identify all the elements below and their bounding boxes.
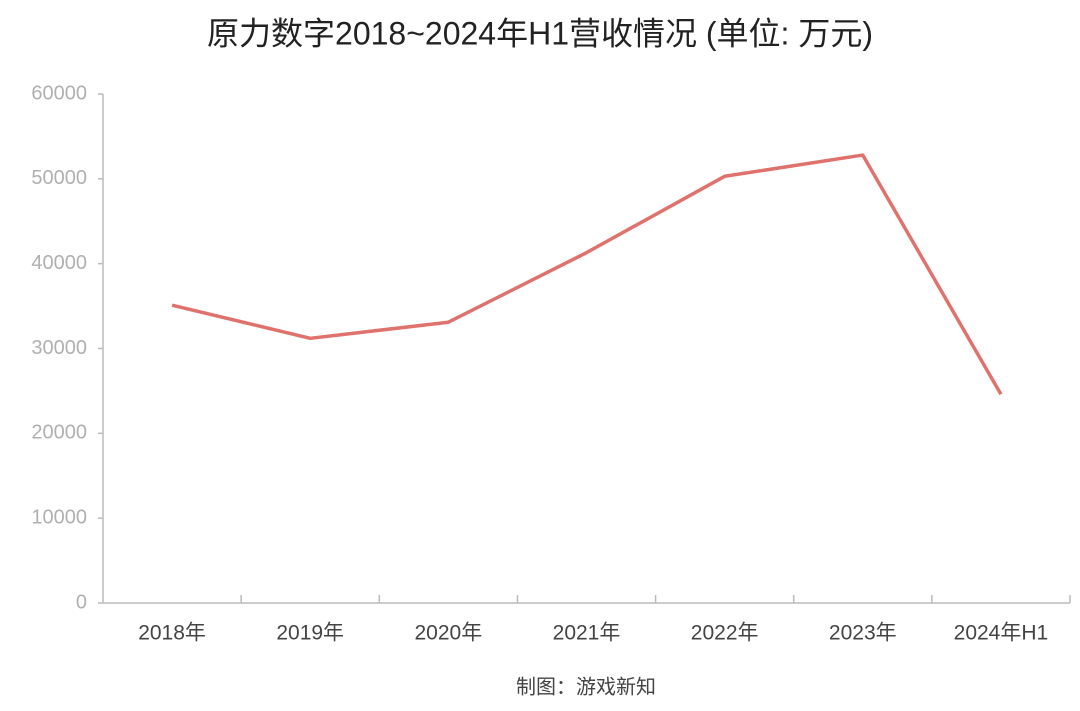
x-tick-label: 2021年 — [553, 622, 621, 645]
y-tick-label: 50000 — [31, 167, 87, 189]
x-tick-label: 2022年 — [691, 622, 759, 645]
y-tick-label: 40000 — [31, 252, 87, 274]
y-tick-label: 20000 — [31, 422, 87, 444]
x-tick-label: 2023年 — [829, 622, 897, 645]
y-tick-label: 30000 — [31, 337, 87, 359]
y-tick-label: 60000 — [31, 82, 87, 104]
source-note: 制图：游戏新知 — [516, 675, 656, 698]
x-tick-label: 2020年 — [414, 622, 482, 645]
y-tick-label: 10000 — [31, 506, 87, 528]
y-tick-label: 0 — [76, 591, 87, 613]
x-tick-label: 2019年 — [276, 622, 344, 645]
x-tick-label: 2018年 — [138, 622, 206, 645]
chart-title: 原力数字2018~2024年H1营收情况 (单位: 万元) — [207, 15, 873, 51]
x-tick-label: 2024年H1 — [954, 622, 1049, 645]
line-series — [171, 153, 1003, 396]
